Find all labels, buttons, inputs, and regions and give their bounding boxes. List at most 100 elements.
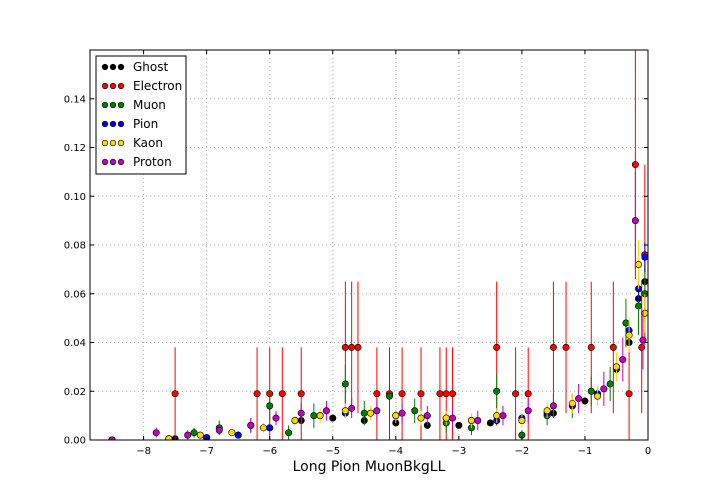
legend-label: Kaon: [133, 136, 163, 150]
data-point: [568, 399, 576, 407]
data-point: [499, 412, 507, 420]
data-point: [609, 343, 617, 351]
data-point: [486, 419, 494, 427]
data-point: [638, 343, 646, 351]
data-point: [278, 390, 286, 398]
legend-marker: [101, 120, 109, 128]
data-point: [512, 390, 520, 398]
y-tick-label: 0.08: [64, 241, 86, 252]
x-tick-label: −7: [199, 446, 214, 457]
x-tick-label: −6: [262, 446, 277, 457]
legend-marker: [109, 120, 117, 128]
data-point: [631, 161, 639, 169]
data-point: [341, 343, 349, 351]
legend-label: Pion: [133, 117, 158, 131]
legend-marker: [117, 101, 125, 109]
data-point: [436, 390, 444, 398]
data-point: [455, 421, 463, 429]
data-point: [247, 421, 255, 429]
data-point: [285, 429, 293, 437]
data-point: [392, 412, 400, 420]
legend-marker: [109, 63, 117, 71]
legend-label: Muon: [133, 98, 166, 112]
data-point: [398, 409, 406, 417]
data-point: [341, 380, 349, 388]
data-point: [549, 343, 557, 351]
data-point: [524, 390, 532, 398]
data-point: [594, 392, 602, 400]
data-point: [493, 387, 501, 395]
data-point: [266, 424, 274, 432]
y-tick-label: 0.10: [64, 192, 86, 203]
data-point: [639, 336, 647, 344]
y-tick-label: 0.06: [64, 289, 86, 300]
x-tick-label: −1: [578, 446, 593, 457]
data-point: [631, 217, 639, 225]
data-point: [322, 407, 330, 415]
data-point: [635, 302, 643, 310]
data-point: [367, 409, 375, 417]
data-point: [423, 412, 431, 420]
legend-marker: [117, 63, 125, 71]
data-point: [398, 390, 406, 398]
data-point: [297, 409, 305, 417]
x-tick-label: −2: [515, 446, 530, 457]
x-tick-label: −4: [388, 446, 403, 457]
y-tick-label: 0.04: [64, 338, 86, 349]
plot-area: [108, 50, 648, 440]
data-point: [442, 414, 450, 422]
legend-marker: [117, 158, 125, 166]
data-point: [493, 343, 501, 351]
legend: Ghost Electron Muon Pion Kaon Proton: [95, 55, 187, 175]
legend-marker: [101, 63, 109, 71]
legend-marker: [117, 82, 125, 90]
ticks: −8 −7 −6 −5 −4 −3 −2 −1 0 0.00 0.02 0.04 0.06 0.08 0.1…: [64, 50, 651, 457]
data-point: [411, 407, 419, 415]
data-point: [266, 402, 274, 410]
data-point: [291, 416, 299, 424]
y-tick-label: 0.14: [64, 94, 86, 105]
legend-label: Proton: [133, 155, 172, 169]
plot-marks: [108, 50, 648, 440]
data-point: [562, 343, 570, 351]
x-tick-label: 0: [645, 446, 651, 457]
data-point: [587, 387, 595, 395]
data-point: [575, 395, 583, 403]
legend-marker: [117, 139, 125, 147]
x-tick-label: −3: [451, 446, 466, 457]
legend-marker: [117, 120, 125, 128]
series-proton: [108, 171, 647, 440]
data-point: [622, 319, 630, 327]
data-point: [474, 416, 482, 424]
data-point: [215, 426, 223, 434]
legend-marker: [101, 158, 109, 166]
data-point: [493, 412, 501, 420]
data-point: [606, 380, 614, 388]
legend-label: Ghost: [133, 60, 168, 74]
y-tick-label: 0.00: [64, 436, 86, 447]
data-point: [625, 331, 633, 339]
data-point: [373, 407, 381, 415]
data-point: [524, 407, 532, 415]
data-point: [329, 414, 337, 422]
data-point: [234, 431, 242, 439]
legend-marker: [109, 82, 117, 90]
data-point: [196, 431, 204, 439]
data-point: [442, 390, 450, 398]
data-point: [385, 392, 393, 400]
data-point: [581, 397, 589, 405]
legend-marker: [109, 158, 117, 166]
data-point: [152, 429, 160, 437]
data-point: [310, 412, 318, 420]
data-point: [354, 343, 362, 351]
x-tick-label: −8: [136, 446, 151, 457]
data-point: [272, 414, 280, 422]
legend-marker: [101, 101, 109, 109]
data-point: [348, 343, 356, 351]
legend-marker: [109, 139, 117, 147]
data-point: [417, 414, 425, 422]
legend-marker: [101, 82, 109, 90]
data-point: [467, 416, 475, 424]
data-point: [316, 412, 324, 420]
